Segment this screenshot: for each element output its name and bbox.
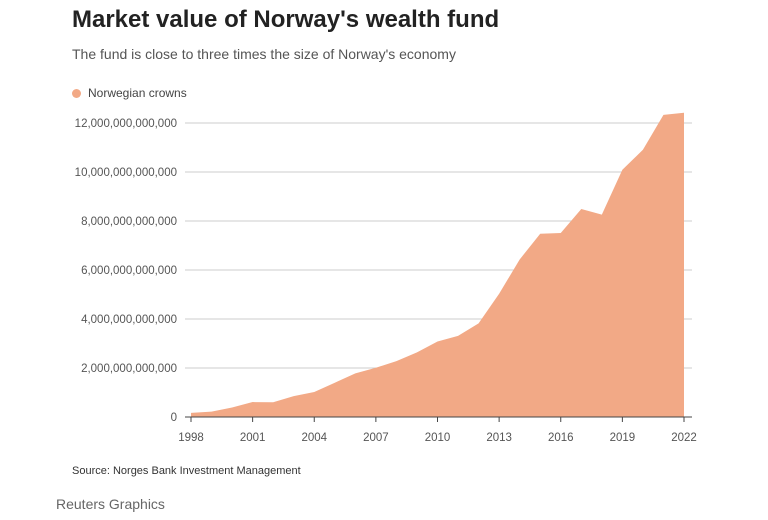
x-tick-label: 2010 [425, 432, 451, 444]
y-tick-label: 0 [171, 412, 177, 424]
legend-swatch-norwegian-crowns [72, 88, 81, 98]
y-tick-label: 2,000,000,000,000 [81, 363, 177, 375]
x-tick-label: 2019 [610, 432, 636, 444]
y-axis-ticks: 0 2,000,000,000,000 4,000,000,000,000 6,000… [75, 118, 177, 424]
area-series [191, 112, 684, 418]
x-tick-label: 1998 [178, 432, 204, 444]
source-note: Source: Norges Bank Investment Managemen… [72, 465, 301, 477]
y-tick-label: 6,000,000,000,000 [81, 265, 177, 277]
x-tick-label: 2022 [671, 432, 697, 444]
chart-area: 0 2,000,000,000,000 4,000,000,000,000 6,000… [75, 112, 697, 444]
y-tick-label: 12,000,000,000,000 [75, 118, 177, 130]
legend-label-norwegian-crowns: Norwegian crowns [88, 86, 187, 100]
credit-line: Reuters Graphics [56, 496, 165, 512]
x-axis-ticks: 1998 2001 2004 2007 2010 2013 2016 2019 2022 [178, 417, 697, 444]
x-tick-label: 2016 [548, 432, 574, 444]
x-tick-label: 2004 [301, 432, 327, 444]
y-tick-label: 10,000,000,000,000 [75, 167, 177, 179]
chart-title: Market value of Norway's wealth fund [72, 6, 500, 33]
area-norwegian-crowns [191, 112, 684, 418]
chart-subtitle: The fund is close to three times the siz… [72, 46, 456, 62]
chart-legend: Norwegian crowns [72, 86, 187, 100]
y-tick-label: 8,000,000,000,000 [81, 216, 177, 228]
y-tick-label: 4,000,000,000,000 [81, 314, 177, 326]
x-tick-label: 2007 [363, 432, 389, 444]
x-tick-label: 2001 [240, 432, 266, 444]
x-tick-label: 2013 [486, 432, 512, 444]
